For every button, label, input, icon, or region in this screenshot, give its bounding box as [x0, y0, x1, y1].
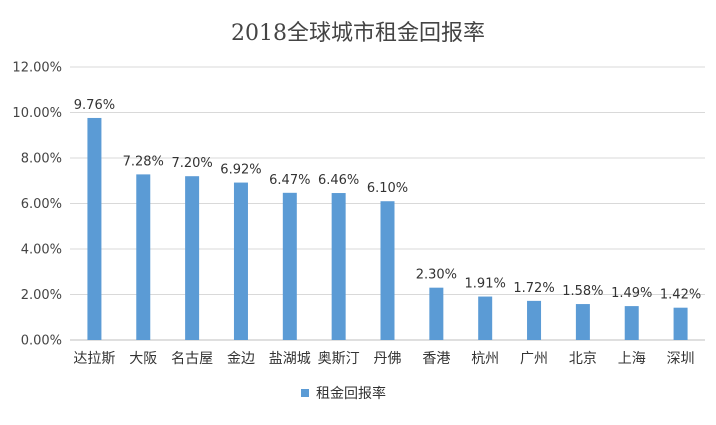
data-label: 6.47%	[269, 173, 310, 188]
category-label: 金边	[227, 351, 255, 367]
category-label: 达拉斯	[73, 351, 115, 367]
legend-swatch	[301, 389, 309, 397]
data-label: 1.49%	[611, 286, 652, 301]
bar	[478, 296, 493, 340]
data-labels: 9.76% 7.28% 7.20% 6.92% 6.47% 6.46% 6.10% 2.30%…	[74, 98, 701, 303]
y-tick-label: 4.00%	[21, 243, 62, 258]
data-label: 1.58%	[562, 284, 603, 299]
data-label: 1.42%	[660, 288, 701, 303]
y-axis-tick-labels: 0.00% 2.00% 4.00% 6.00% 8.00% 10.00% 12.00%	[12, 61, 62, 349]
data-label: 6.46%	[318, 173, 359, 188]
category-label: 奥斯汀	[318, 350, 360, 367]
bar	[429, 287, 444, 340]
data-label: 7.20%	[171, 156, 212, 171]
bar	[331, 193, 346, 340]
legend-label: 租金回报率	[316, 385, 386, 402]
data-label: 9.76%	[74, 98, 115, 113]
bars	[87, 117, 688, 341]
category-label: 大阪	[129, 351, 157, 367]
bar	[624, 306, 639, 340]
bar	[282, 192, 297, 340]
category-label: 丹佛	[374, 351, 402, 367]
bar	[575, 304, 590, 340]
bar	[380, 201, 395, 340]
data-label: 6.92%	[220, 163, 261, 178]
bar	[233, 182, 248, 340]
category-label: 上海	[618, 351, 646, 367]
data-label: 2.30%	[416, 268, 457, 283]
y-tick-label: 8.00%	[21, 152, 62, 167]
data-label: 1.91%	[465, 277, 506, 292]
chart-title: 2018全球城市租金回报率	[231, 21, 485, 46]
data-label: 1.72%	[513, 281, 554, 296]
category-label: 名古屋	[171, 351, 213, 367]
bar	[136, 174, 151, 340]
bar	[185, 176, 200, 340]
legend: 租金回报率	[301, 385, 386, 402]
category-label: 深圳	[667, 351, 695, 367]
category-label: 广州	[520, 351, 548, 367]
y-tick-label: 12.00%	[12, 61, 62, 76]
y-tick-label: 6.00%	[21, 197, 62, 212]
category-label: 香港	[422, 351, 450, 367]
data-label: 6.10%	[367, 181, 408, 196]
y-tick-label: 10.00%	[12, 106, 62, 121]
category-labels: 达拉斯 大阪 名古屋 金边 盐湖城 奥斯汀 丹佛 香港 杭州 广州 北京 上海 深圳	[73, 350, 694, 367]
bar	[527, 300, 542, 340]
y-tick-label: 0.00%	[21, 334, 62, 349]
category-label: 杭州	[471, 351, 499, 367]
category-label: 北京	[569, 351, 597, 367]
bar	[673, 307, 688, 340]
bar	[87, 117, 102, 341]
category-label: 盐湖城	[269, 351, 311, 367]
y-tick-label: 2.00%	[21, 288, 62, 303]
data-label: 7.28%	[123, 154, 164, 169]
